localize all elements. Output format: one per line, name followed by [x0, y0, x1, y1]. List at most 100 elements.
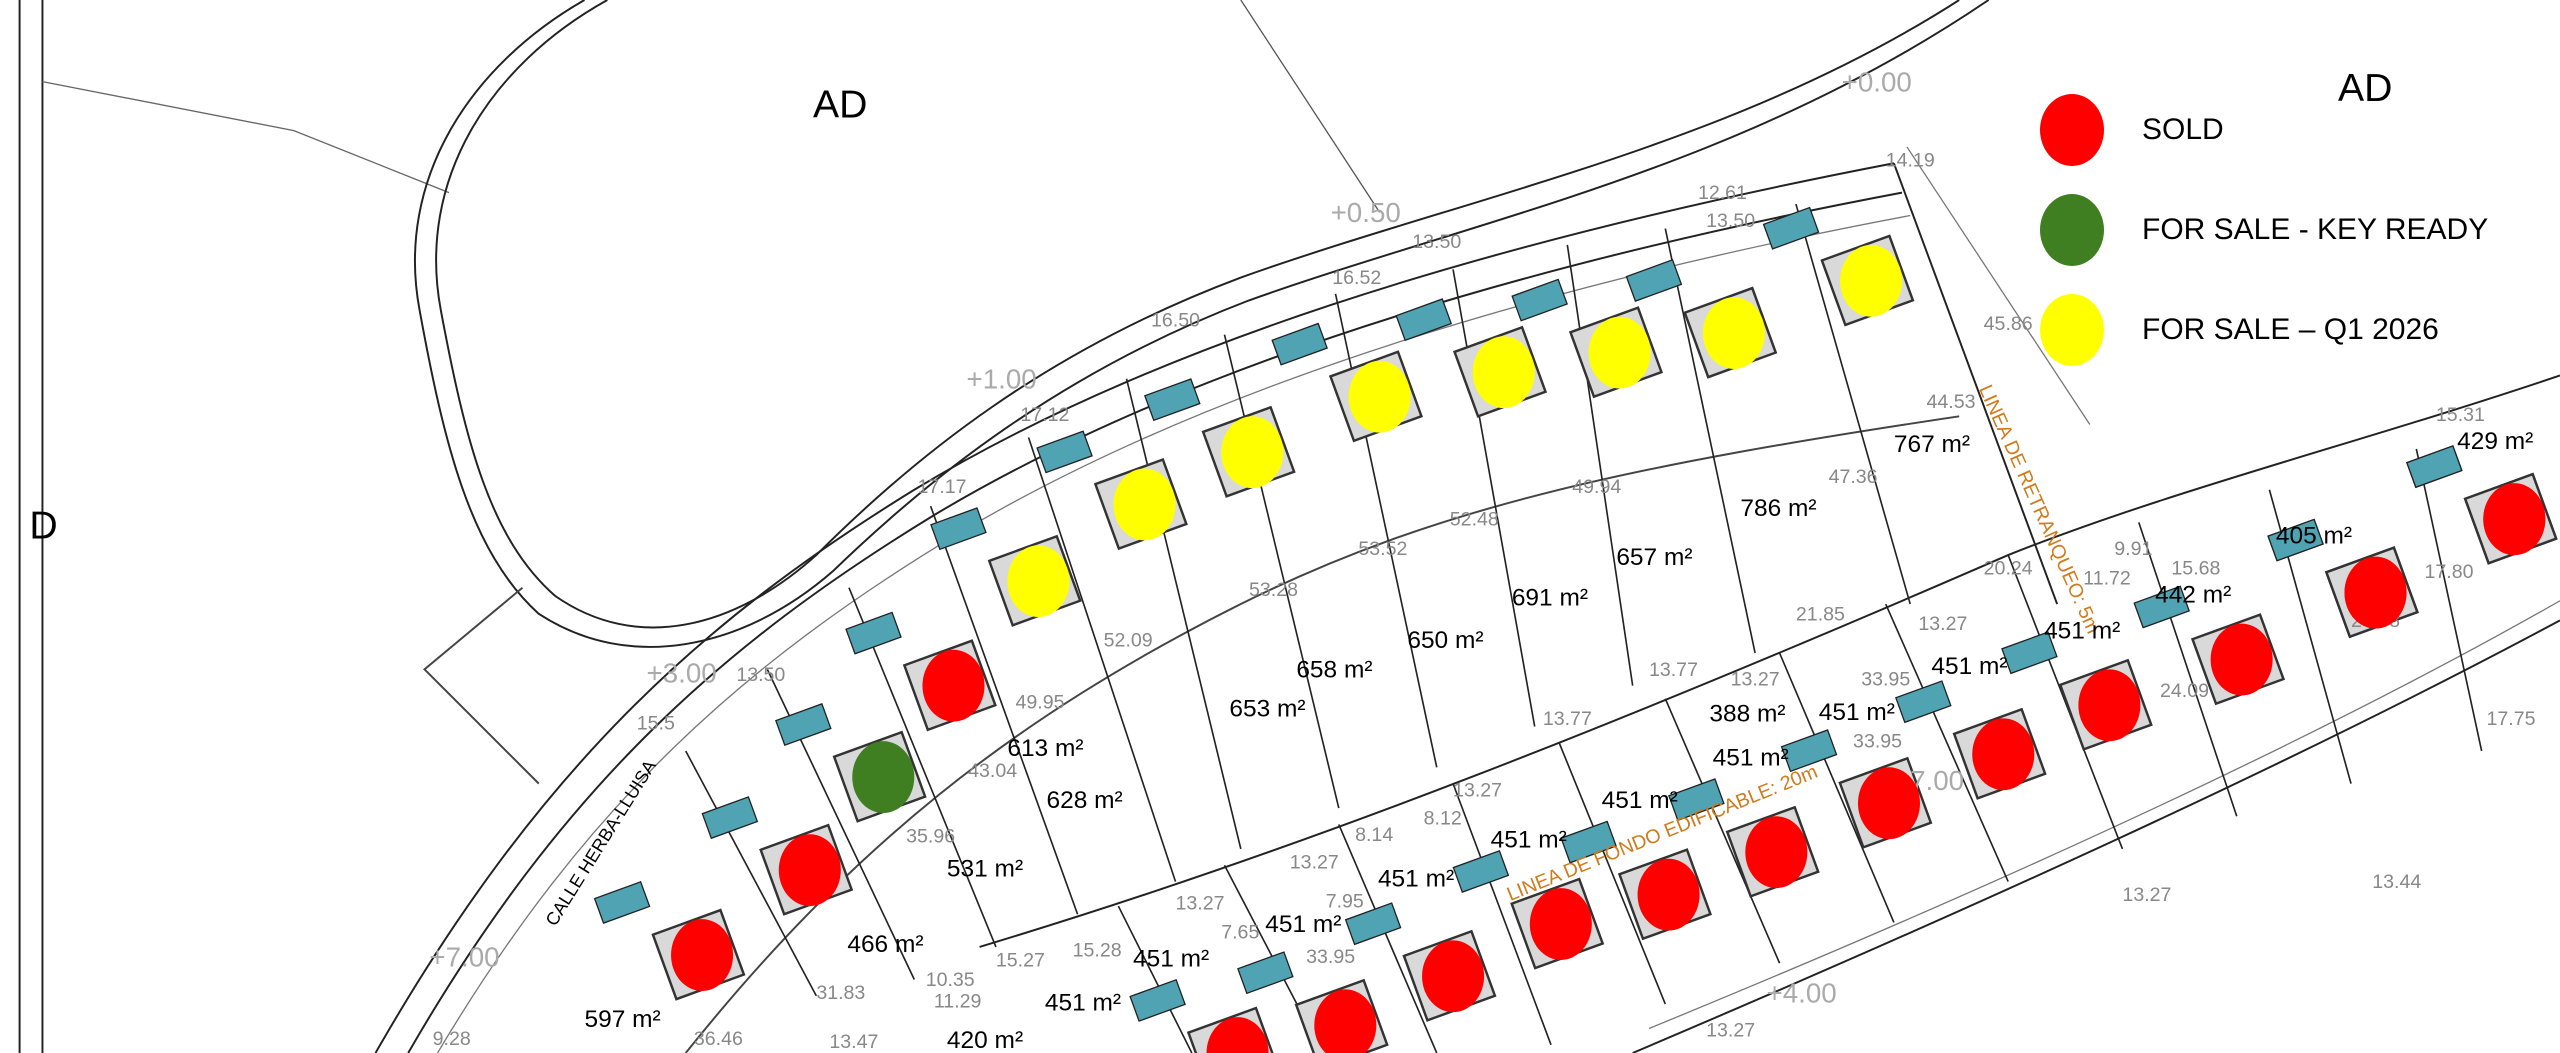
- dimension-label: 16.50: [1151, 310, 1200, 332]
- lot-status-marker-yellow[interactable]: [1840, 244, 1903, 317]
- plot-area-label: 650 m²: [1407, 627, 1483, 654]
- pool: [1129, 978, 1186, 1022]
- dimension-label: 13.77: [1649, 659, 1698, 681]
- lot-status-marker-red[interactable]: [778, 834, 841, 907]
- pool: [2267, 518, 2324, 562]
- dimension-label: 13.44: [2372, 871, 2421, 893]
- dimension-label: 53.28: [1249, 579, 1298, 601]
- plot-boundary: [1338, 824, 1438, 1053]
- dimension-label: 15.31: [2436, 404, 2485, 426]
- dimension-label: 24.09: [2160, 680, 2209, 702]
- pool: [593, 881, 651, 924]
- plot-area-label: 451 m²: [1602, 787, 1678, 814]
- dimension-label: 13.77: [1543, 708, 1592, 730]
- dimension-label: 7.95: [1326, 891, 1364, 913]
- dimension-label: 11.29: [934, 990, 982, 1012]
- lot-status-marker-yellow[interactable]: [1221, 416, 1284, 489]
- plot-boundary: [1452, 783, 1552, 1046]
- lot-status-marker-red[interactable]: [1637, 858, 1700, 931]
- plot-area-label: 531 m²: [947, 856, 1023, 883]
- lot-status-marker-red[interactable]: [1206, 1017, 1269, 1053]
- pool: [2001, 631, 2058, 675]
- plot-area-label: 653 m²: [1229, 696, 1305, 723]
- lot-status-marker-yellow[interactable]: [1588, 316, 1651, 389]
- dimension-label: 8.14: [1355, 824, 1393, 846]
- lot-status-marker-yellow[interactable]: [1702, 297, 1765, 369]
- dimension-label: 49.94: [1572, 476, 1621, 498]
- pool: [1668, 778, 1725, 822]
- dimension-label: 21.85: [1796, 603, 1845, 625]
- lot-status-marker-red[interactable]: [1972, 718, 2035, 791]
- plot-area-label: 388 m²: [1709, 701, 1785, 728]
- plot-area-label: 786 m²: [1740, 495, 1816, 522]
- plot-boundary: [1117, 905, 1193, 1053]
- elevation-label: +3.00: [647, 657, 717, 688]
- lot-status-marker-red[interactable]: [2483, 483, 2546, 556]
- pool: [1762, 206, 1820, 250]
- plot-area-label: 613 m²: [1007, 735, 1083, 762]
- lot-status-marker-green[interactable]: [852, 741, 915, 814]
- dimension-label: 17.17: [918, 476, 967, 498]
- elevation-label: +0.00: [1842, 66, 1912, 97]
- pool: [1895, 680, 1952, 724]
- lot-status-marker-yellow[interactable]: [1007, 545, 1070, 618]
- pool: [1560, 820, 1617, 864]
- dimension-label: 13.50: [1706, 210, 1755, 232]
- zone-label: D: [29, 505, 57, 548]
- dimension-label: 7.65: [1221, 922, 1259, 944]
- plot-area-label: 658 m²: [1296, 657, 1372, 684]
- lot-status-marker-red[interactable]: [1857, 767, 1920, 840]
- status-markers: [671, 244, 2546, 1053]
- lot-status-marker-red[interactable]: [671, 919, 734, 991]
- lot-status-marker-red[interactable]: [1529, 888, 1592, 960]
- dimension-label: 45.86: [1984, 313, 2033, 335]
- elevation-label: +0.50: [1331, 197, 1401, 228]
- pool: [1452, 849, 1510, 893]
- pool: [775, 703, 832, 747]
- plot-area-label: 405 m²: [2276, 523, 2352, 550]
- plot-area-label: 442 m²: [2155, 581, 2231, 608]
- dimension-label: 43.04: [968, 760, 1017, 782]
- dimension-label: 15.68: [2171, 558, 2220, 580]
- zone-label: AD: [813, 84, 867, 127]
- pool: [845, 611, 902, 655]
- plot-boundary: [1664, 698, 1781, 964]
- lot-status-marker-yellow[interactable]: [1348, 360, 1411, 433]
- lot-status-marker-yellow[interactable]: [1472, 336, 1535, 409]
- lot-status-marker-red[interactable]: [1314, 989, 1377, 1053]
- plot-boundary: [1452, 269, 1536, 727]
- lot-status-marker-red[interactable]: [2210, 623, 2273, 696]
- dimension-label: 33.95: [1861, 669, 1910, 691]
- lot-status-marker-yellow[interactable]: [1113, 468, 1176, 541]
- dimension-label: 12.61: [1698, 182, 1747, 204]
- dimension-label: 13.50: [1412, 231, 1461, 253]
- plot-area-label: 451 m²: [1265, 911, 1341, 938]
- lot-status-marker-red[interactable]: [1745, 816, 1808, 889]
- sold-dot-icon: [2040, 94, 2104, 166]
- plot-area-label: 451 m²: [1378, 865, 1454, 892]
- plot-area-label: 597 m²: [584, 1006, 660, 1033]
- lot-status-marker-red[interactable]: [2078, 669, 2141, 742]
- plot-boundary: [929, 505, 1079, 915]
- legend-item-sold: SOLD: [2040, 80, 2488, 180]
- legend-label: SOLD: [2142, 113, 2224, 146]
- dimension-label: 33.95: [1853, 731, 1902, 753]
- dimension-label: 9.91: [2114, 538, 2152, 560]
- plot-boundary: [1223, 334, 1340, 809]
- lot-status-marker-red[interactable]: [922, 649, 985, 722]
- plot-boundary: [1566, 244, 1634, 686]
- plot-area-label: 691 m²: [1512, 585, 1588, 612]
- plot-boundary: [2415, 448, 2483, 752]
- lot-status-marker-red[interactable]: [2344, 556, 2407, 629]
- plot-boundary: [1778, 652, 1895, 923]
- lot-status-marker-red[interactable]: [1422, 940, 1485, 1013]
- road-and-plot-lines: [18, 0, 2560, 1053]
- pool: [1271, 322, 1328, 366]
- legend-label: FOR SALE – Q1 2026: [2142, 313, 2439, 346]
- dimension-label: 16.52: [1332, 267, 1381, 289]
- pool: [1237, 951, 1294, 995]
- dimension-label: 13.27: [1918, 613, 1967, 635]
- plot-area-label: 429 m²: [2457, 428, 2533, 455]
- dimension-label: 15.5: [637, 713, 675, 735]
